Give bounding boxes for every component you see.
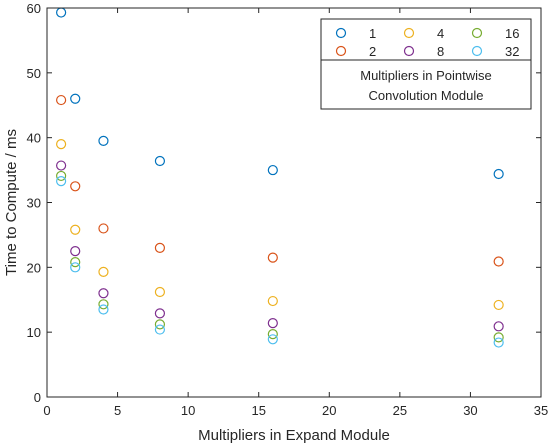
data-point [267,317,278,329]
legend-box [320,18,532,110]
y-tick-label: 10 [27,325,41,340]
y-tick-label: 20 [27,260,41,275]
x-tick-label: 25 [393,403,407,418]
data-point [267,164,278,176]
data-point [70,93,81,104]
legend-marker [471,27,483,39]
data-point [98,299,109,310]
y-tick-label: 0 [34,390,41,405]
data-point [154,319,166,330]
legend-label: 4 [437,26,444,41]
series-32 [56,176,504,348]
data-point [267,252,278,263]
data-point [493,299,504,311]
data-point [154,308,166,319]
x-axis-label: Multipliers in Expand Module [198,427,390,444]
data-point [70,224,81,235]
data-point [70,257,81,268]
x-tick-label: 35 [534,403,548,418]
legend-item-4: 4 [403,26,444,41]
legend-label: 2 [369,44,376,59]
data-point [493,256,504,267]
x-tick-label: 20 [322,403,336,418]
data-point [98,135,109,147]
legend-label: 16 [505,26,519,41]
series-1 [56,7,504,180]
data-point [493,337,504,348]
data-point [267,295,278,307]
legend-title-line-1: Multipliers in Pointwise [360,68,492,83]
data-point [493,321,504,332]
x-tick-label: 15 [251,403,265,418]
legend: 1 2 4 8 16 32 Multipliers in Pointwise Convol… [320,18,532,110]
x-tick-label: 30 [463,403,477,418]
data-point [70,246,81,257]
data-point [267,334,278,345]
data-point [154,286,166,298]
data-point [154,324,166,335]
x-tick-label: 10 [181,403,195,418]
data-point [98,288,109,299]
legend-marker [335,45,347,57]
data-point [56,160,67,171]
legend-item-8: 8 [403,44,444,59]
y-tick-label: 60 [27,1,41,16]
legend-item-16: 16 [471,26,519,41]
data-point [154,242,166,253]
x-tick-label: 5 [114,403,121,418]
data-point [493,168,504,180]
data-point [56,94,67,106]
data-point [154,155,166,167]
legend-item-2: 2 [335,44,376,59]
legend-marker [471,45,483,57]
legend-item-32: 32 [471,44,519,59]
data-point [56,170,67,182]
legend-item-1: 1 [335,26,376,41]
series-2 [56,94,504,267]
data-point [98,223,109,234]
data-point [56,176,67,187]
legend-label: 1 [369,26,376,41]
data-point [98,266,109,277]
data-point [56,139,67,150]
data-point [70,262,81,273]
data-point [493,332,504,343]
legend-label: 32 [505,44,519,59]
data-point [70,181,81,192]
plot-frame [46,7,542,398]
series-16 [56,170,504,343]
y-tick-label: 40 [27,131,41,146]
series-4 [56,139,504,311]
x-tick-label: 0 [43,403,50,418]
series-8 [56,160,504,332]
y-axis-label: Time to Compute / ms [3,129,20,276]
legend-title-line-2: Convolution Module [369,88,484,103]
data-point [98,304,109,315]
legend-marker [403,45,415,57]
data-point [267,329,278,340]
legend-marker [335,27,347,39]
legend-marker [403,27,415,39]
y-tick-label: 50 [27,66,41,81]
y-tick-label: 30 [27,196,41,211]
legend-label: 8 [437,44,444,59]
